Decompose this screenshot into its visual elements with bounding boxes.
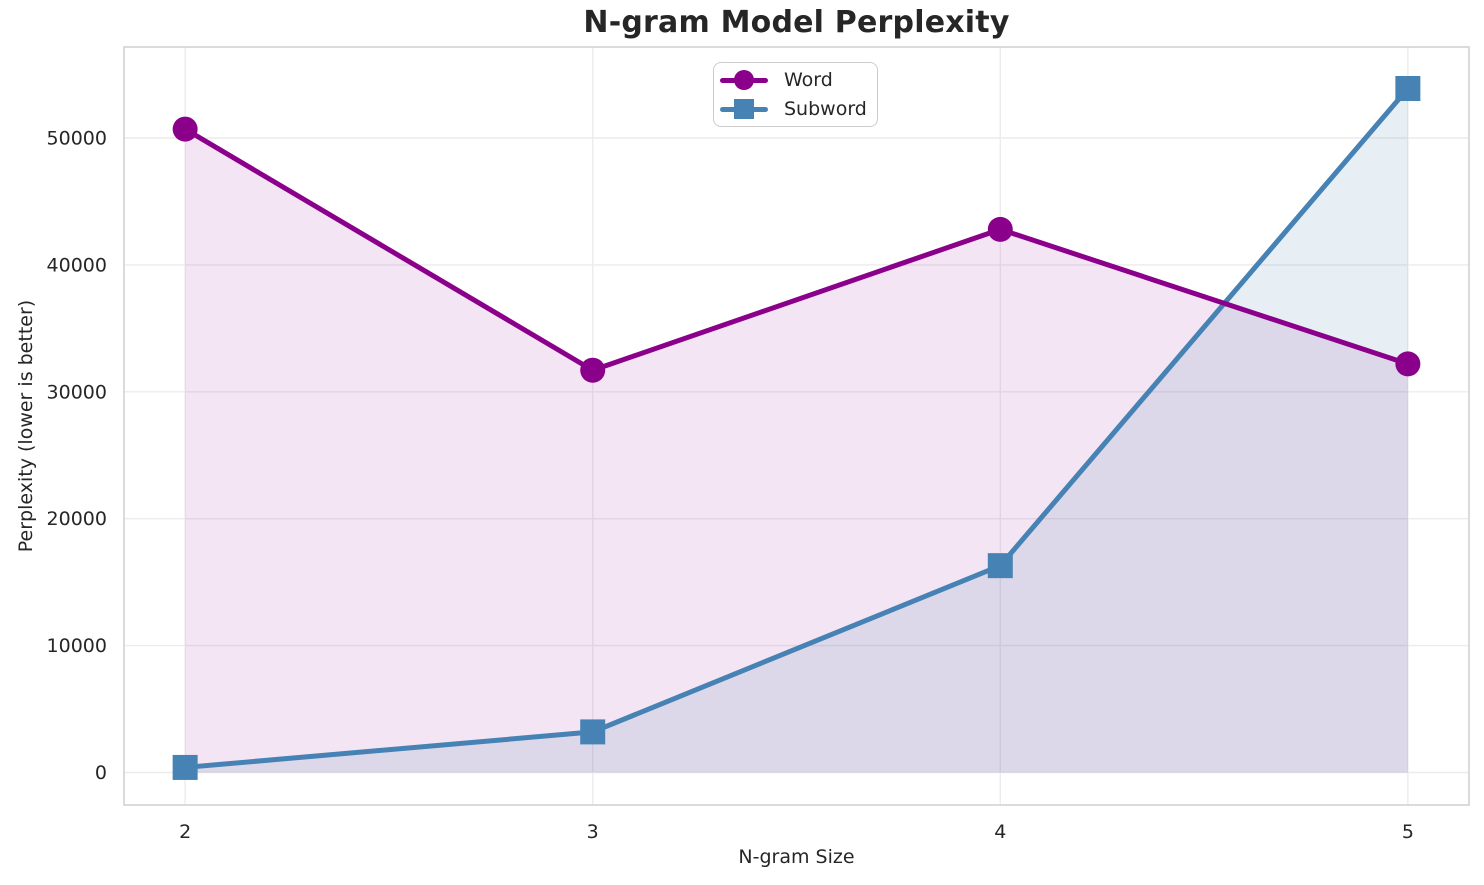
y-tick-label: 20000 [47, 508, 107, 530]
y-tick-label: 0 [95, 762, 107, 784]
marker-subword [1395, 75, 1421, 101]
area-subword [185, 88, 1408, 773]
legend-label-word: Word [784, 69, 833, 91]
x-tick-label: 4 [994, 821, 1006, 843]
line-subword [182, 85, 1411, 770]
legend-marker-swatch [734, 70, 754, 90]
subword-line-square-marker-icon [720, 95, 768, 123]
marker-word [172, 116, 198, 142]
marker-subword [172, 754, 198, 780]
marker-word [987, 216, 1013, 242]
legend-label-subword: Subword [784, 98, 867, 120]
legend-marker-swatch [734, 99, 754, 119]
x-axis-label: N-gram Size [738, 846, 855, 868]
x-tick-label: 3 [587, 821, 599, 843]
area-word [185, 129, 1408, 773]
marker-subword [987, 553, 1013, 579]
y-tick-label: 10000 [47, 635, 107, 657]
chart-title: N-gram Model Perplexity [583, 5, 1010, 40]
legend-entry-subword: Subword [714, 95, 877, 123]
x-tick-label: 2 [179, 821, 191, 843]
legend: Word Subword [713, 62, 878, 127]
line-word [182, 126, 1411, 373]
y-tick-label: 40000 [47, 254, 107, 276]
marker-word [1395, 351, 1421, 377]
legend-entry-word: Word [714, 66, 877, 94]
marker-subword [580, 719, 606, 745]
y-axis-label: Perplexity (lower is better) [15, 299, 37, 553]
marker-word [580, 357, 606, 383]
x-tick-label: 5 [1402, 821, 1414, 843]
plot-frame [123, 46, 1470, 806]
word-line-circle-marker-icon [720, 66, 768, 94]
y-tick-label: 30000 [47, 381, 107, 403]
y-tick-label: 50000 [47, 127, 107, 149]
